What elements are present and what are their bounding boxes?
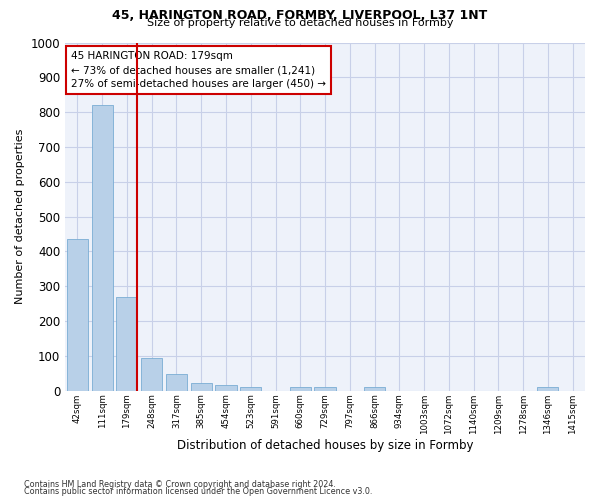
Text: 45, HARINGTON ROAD, FORMBY, LIVERPOOL, L37 1NT: 45, HARINGTON ROAD, FORMBY, LIVERPOOL, L… xyxy=(112,9,488,22)
Text: Size of property relative to detached houses in Formby: Size of property relative to detached ho… xyxy=(147,18,453,28)
Text: Contains public sector information licensed under the Open Government Licence v3: Contains public sector information licen… xyxy=(24,488,373,496)
Text: 45 HARINGTON ROAD: 179sqm
← 73% of detached houses are smaller (1,241)
27% of se: 45 HARINGTON ROAD: 179sqm ← 73% of detac… xyxy=(71,51,326,89)
Bar xyxy=(290,386,311,391)
Y-axis label: Number of detached properties: Number of detached properties xyxy=(15,129,25,304)
Bar xyxy=(116,298,137,391)
Bar xyxy=(191,383,212,391)
Bar xyxy=(314,386,335,391)
Text: Contains HM Land Registry data © Crown copyright and database right 2024.: Contains HM Land Registry data © Crown c… xyxy=(24,480,336,489)
Bar xyxy=(215,385,236,391)
X-axis label: Distribution of detached houses by size in Formby: Distribution of detached houses by size … xyxy=(177,440,473,452)
Bar xyxy=(67,240,88,391)
Bar xyxy=(141,358,162,391)
Bar xyxy=(538,388,559,391)
Bar xyxy=(240,386,261,391)
Bar xyxy=(364,386,385,391)
Bar xyxy=(166,374,187,391)
Bar xyxy=(92,105,113,391)
